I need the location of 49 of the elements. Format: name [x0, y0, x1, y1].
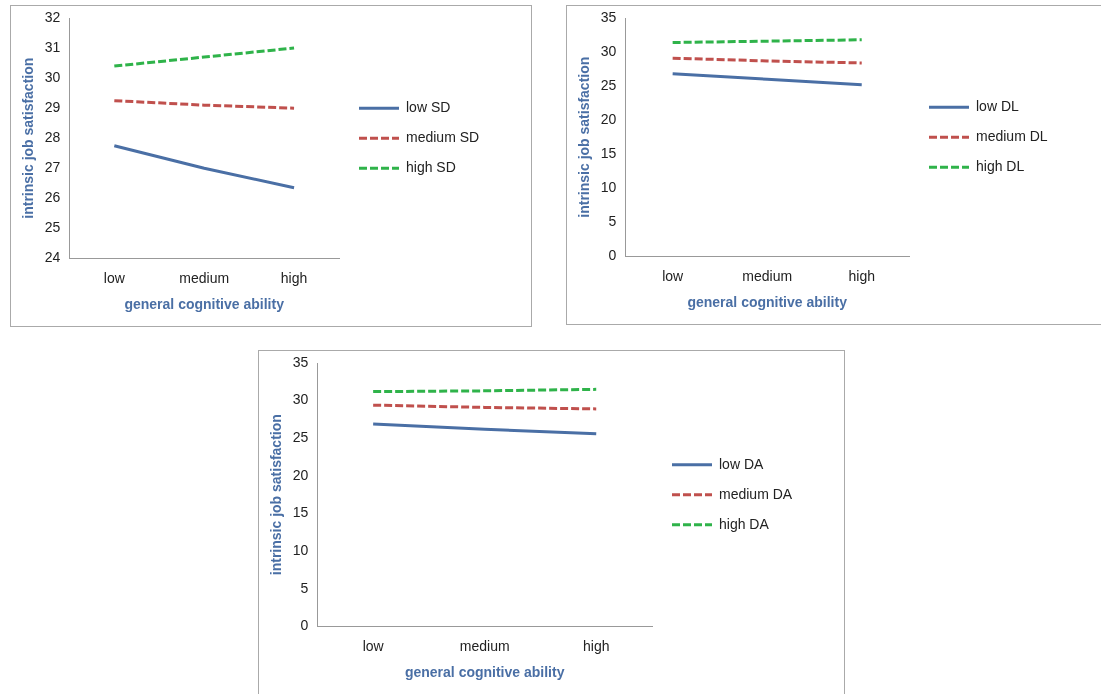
y-axis-title: intrinsic job satisfaction: [268, 414, 285, 576]
y-tick-label: 26: [44, 189, 61, 206]
y-tick-label: 24: [44, 249, 61, 266]
x-tick-label: low: [662, 267, 685, 284]
x-axis-title: general cognitive ability: [687, 294, 848, 311]
legend-label: medium SD: [406, 129, 480, 146]
y-tick-label: 35: [600, 8, 617, 25]
y-tick-label: 15: [600, 145, 617, 162]
x-tick-label: low: [362, 637, 385, 654]
y-tick-label: 5: [300, 579, 309, 596]
x-tick-label: medium: [459, 637, 510, 654]
x-tick-label: medium: [179, 269, 230, 286]
y-tick-label: 30: [44, 68, 61, 85]
legend-label: high SD: [406, 159, 456, 176]
y-tick-label: 30: [600, 42, 617, 59]
legend-label: low DL: [976, 98, 1020, 115]
y-axis-title: intrinsic job satisfaction: [20, 57, 37, 219]
y-tick-label: 27: [44, 159, 61, 176]
y-tick-label: 25: [292, 429, 309, 446]
y-tick-label: 31: [44, 38, 61, 55]
y-tick-label: 10: [292, 542, 309, 558]
y-tick-label: 25: [600, 76, 617, 93]
legend-label: medium DL: [976, 128, 1048, 145]
legend-label: low DA: [719, 455, 765, 472]
legend-label: high DA: [719, 515, 770, 532]
y-tick-label: 10: [600, 179, 617, 196]
y-tick-label: 20: [292, 466, 309, 483]
legend-label: high DL: [976, 158, 1025, 175]
y-tick-label: 0: [608, 247, 617, 264]
x-tick-label: low: [103, 269, 126, 286]
x-axis-title: general cognitive ability: [124, 296, 285, 313]
y-tick-label: 5: [608, 213, 617, 230]
legend-label: medium DA: [719, 485, 793, 502]
y-tick-label: 25: [44, 219, 61, 236]
y-tick-label: 20: [600, 111, 617, 128]
legend-label: low SD: [406, 99, 451, 116]
y-tick-label: 30: [292, 391, 309, 408]
x-tick-label: high: [280, 269, 308, 286]
y-tick-label: 32: [44, 8, 61, 25]
y-tick-label: 15: [292, 504, 309, 521]
x-tick-label: high: [848, 267, 875, 284]
y-tick-label: 0: [300, 617, 309, 634]
y-tick-label: 35: [292, 353, 309, 370]
y-axis-title: intrinsic job satisfaction: [576, 56, 593, 218]
y-tick-label: 28: [44, 129, 61, 146]
x-tick-label: high: [582, 637, 610, 654]
y-tick-label: 29: [44, 99, 61, 116]
x-tick-label: medium: [742, 267, 793, 284]
x-axis-title: general cognitive ability: [404, 664, 565, 681]
